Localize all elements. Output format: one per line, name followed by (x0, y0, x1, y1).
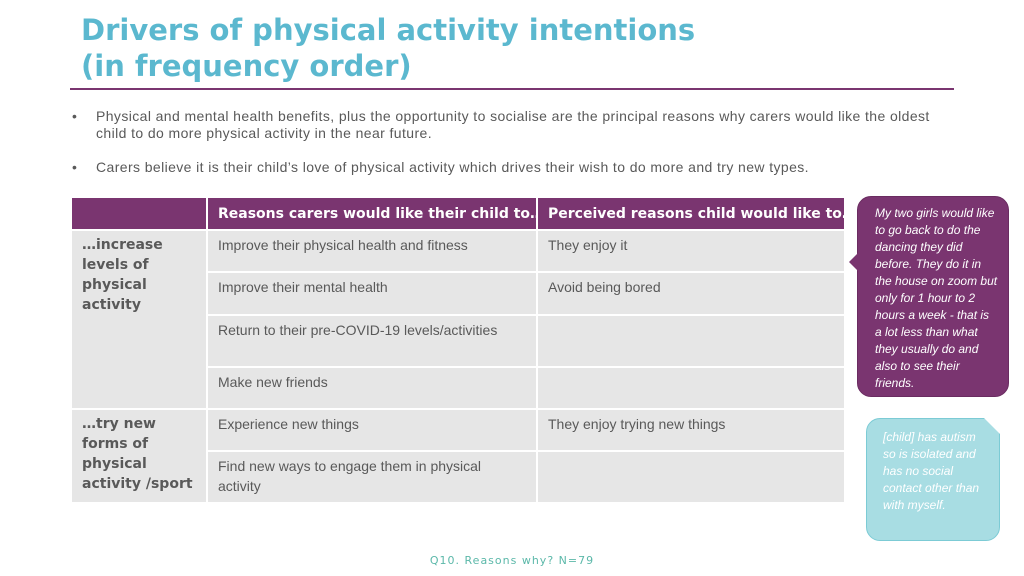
reasons-table: Reasons carers would like their child to… (70, 196, 846, 504)
bullet-dot: • (72, 159, 78, 175)
header-child-reasons: Perceived reasons child would like to… (538, 198, 844, 229)
table-row: …try new forms of physical activity /spo… (72, 410, 844, 502)
group-label-increase: …increase levels of physical activity (72, 231, 206, 408)
source-footnote: Q10. Reasons why? N=79 (429, 554, 595, 567)
table-row: Improve their mental health Avoid being … (72, 273, 844, 314)
bullet-text: Carers believe it is their child’s love … (96, 159, 809, 175)
table-cell: Improve their mental health (208, 273, 536, 314)
quote-callout-purple: My two girls would like to go back to do… (849, 196, 1009, 397)
group-label-try-new: …try new forms of physical activity /spo… (72, 410, 206, 502)
header-carers-reasons: Reasons carers would like their child to… (208, 198, 536, 229)
bullet-list: • Physical and mental health benefits, p… (70, 108, 930, 176)
header-corner-cell (72, 198, 206, 229)
table-cell: Make new friends (208, 368, 536, 408)
quote-callout-teal: [child] has autism so is isolated and ha… (866, 418, 1000, 541)
callout-tail (849, 252, 859, 272)
table-cell: They enjoy it (538, 231, 844, 271)
bullet-item: • Carers believe it is their child’s lov… (70, 159, 930, 176)
title-line-2: (in frequency order) (81, 49, 412, 83)
table-cell: They enjoy trying new things (538, 410, 844, 450)
quote-text: My two girls would like to go back to do… (875, 206, 998, 390)
callout-folded-corner (984, 418, 1000, 434)
table-row: Make new friends (72, 368, 844, 408)
table-cell: Improve their physical health and fitnes… (208, 231, 536, 271)
table-header-row: Reasons carers would like their child to… (72, 198, 844, 229)
table-row: Find new ways to engage them in physical… (72, 452, 844, 502)
table-cell: Find new ways to engage them in physical… (208, 452, 536, 502)
table-cell (538, 452, 844, 502)
table-cell: Experience new things (208, 410, 536, 450)
table-cell: Return to their pre-COVID-19 levels/acti… (208, 316, 536, 366)
bullet-text: Physical and mental health benefits, plu… (96, 108, 930, 141)
title-divider (70, 88, 954, 90)
table-row: …increase levels of physical activity Im… (72, 231, 844, 408)
table-row: Return to their pre-COVID-19 levels/acti… (72, 316, 844, 366)
quote-text: [child] has autism so is isolated and ha… (883, 430, 980, 512)
table-cell: Avoid being bored (538, 273, 844, 314)
bullet-dot: • (72, 108, 78, 124)
title-line-1: Drivers of physical activity intentions (81, 13, 696, 47)
table-cell (538, 368, 844, 408)
bullet-item: • Physical and mental health benefits, p… (70, 108, 930, 142)
table-cell (538, 316, 844, 366)
slide-title: Drivers of physical activity intentions … (81, 12, 781, 84)
